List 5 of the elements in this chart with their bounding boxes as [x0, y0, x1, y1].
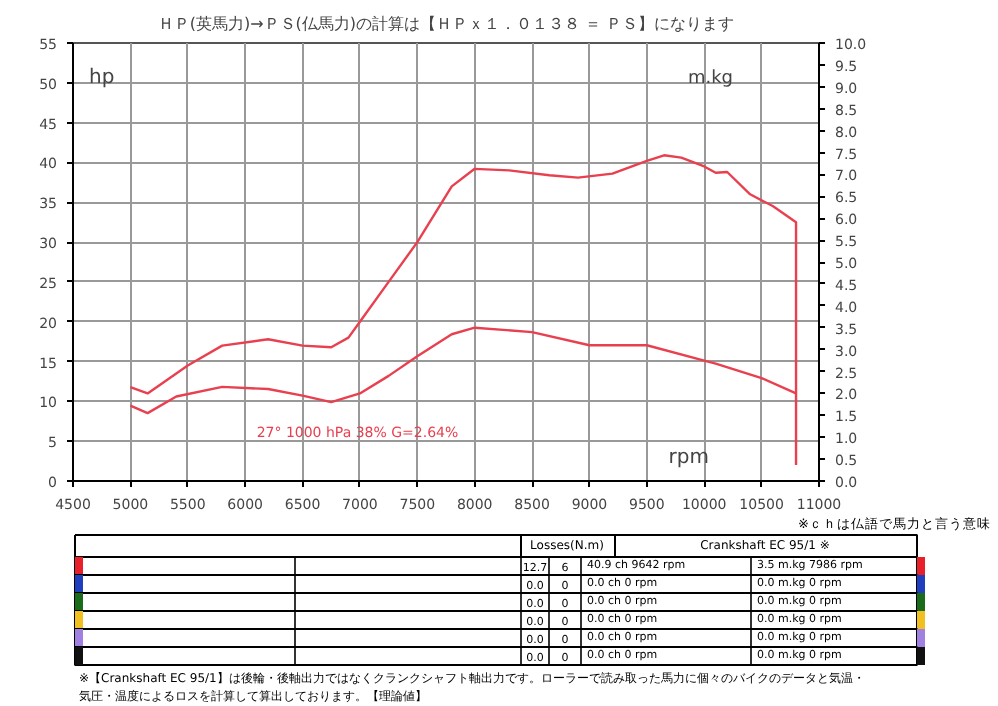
line-series: [129, 154, 798, 467]
y-axis-title: hp: [89, 67, 115, 89]
x-axis-title: rpm: [668, 447, 710, 469]
y2-axis-title: m.kg: [687, 69, 734, 89]
chart-title: ＨＰ(英馬力)→ＰＳ(仏馬力)の計算は【ＨＰｘ１．０１３８ ＝ ＰＳ】になります: [157, 15, 735, 33]
